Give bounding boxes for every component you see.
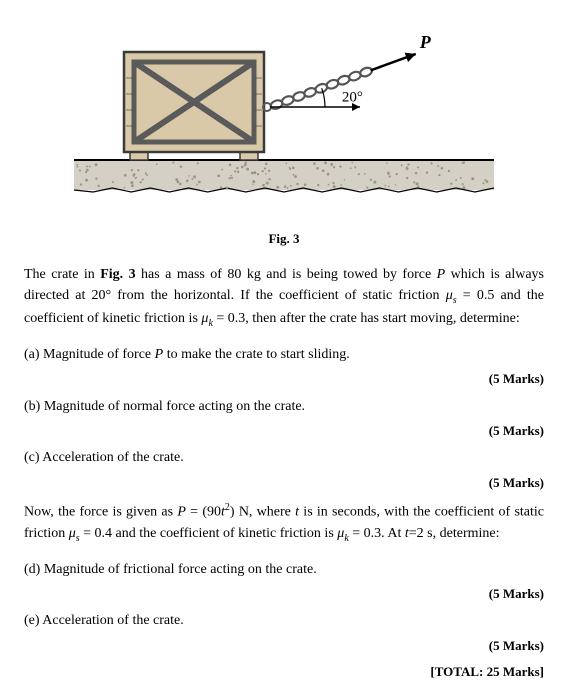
total-marks: [TOTAL: 25 Marks] [24,663,544,681]
figure-container: P 20° [24,12,544,222]
marks-a: (5 Marks) [24,370,544,388]
question-d: (d) Magnitude of frictional force acting… [24,560,544,580]
marks-b: (5 Marks) [24,422,544,440]
marks-d: (5 Marks) [24,585,544,603]
question-b: (b) Magnitude of normal force acting on … [24,397,544,417]
question-e: (e) Acceleration of the crate. [24,611,544,631]
svg-text:P: P [419,32,432,52]
marks-e: (5 Marks) [24,637,544,655]
figure-diagram: P 20° [64,12,504,222]
figure-caption: Fig. 3 [24,230,544,248]
question-a: (a) Magnitude of force P to make the cra… [24,345,544,365]
intro-paragraph-2: Now, the force is given as P = (90t2) N,… [24,500,544,545]
marks-c: (5 Marks) [24,474,544,492]
intro-paragraph-1: The crate in Fig. 3 has a mass of 80 kg … [24,264,544,331]
question-c: (c) Acceleration of the crate. [24,448,544,468]
svg-text:20°: 20° [342,89,363,105]
